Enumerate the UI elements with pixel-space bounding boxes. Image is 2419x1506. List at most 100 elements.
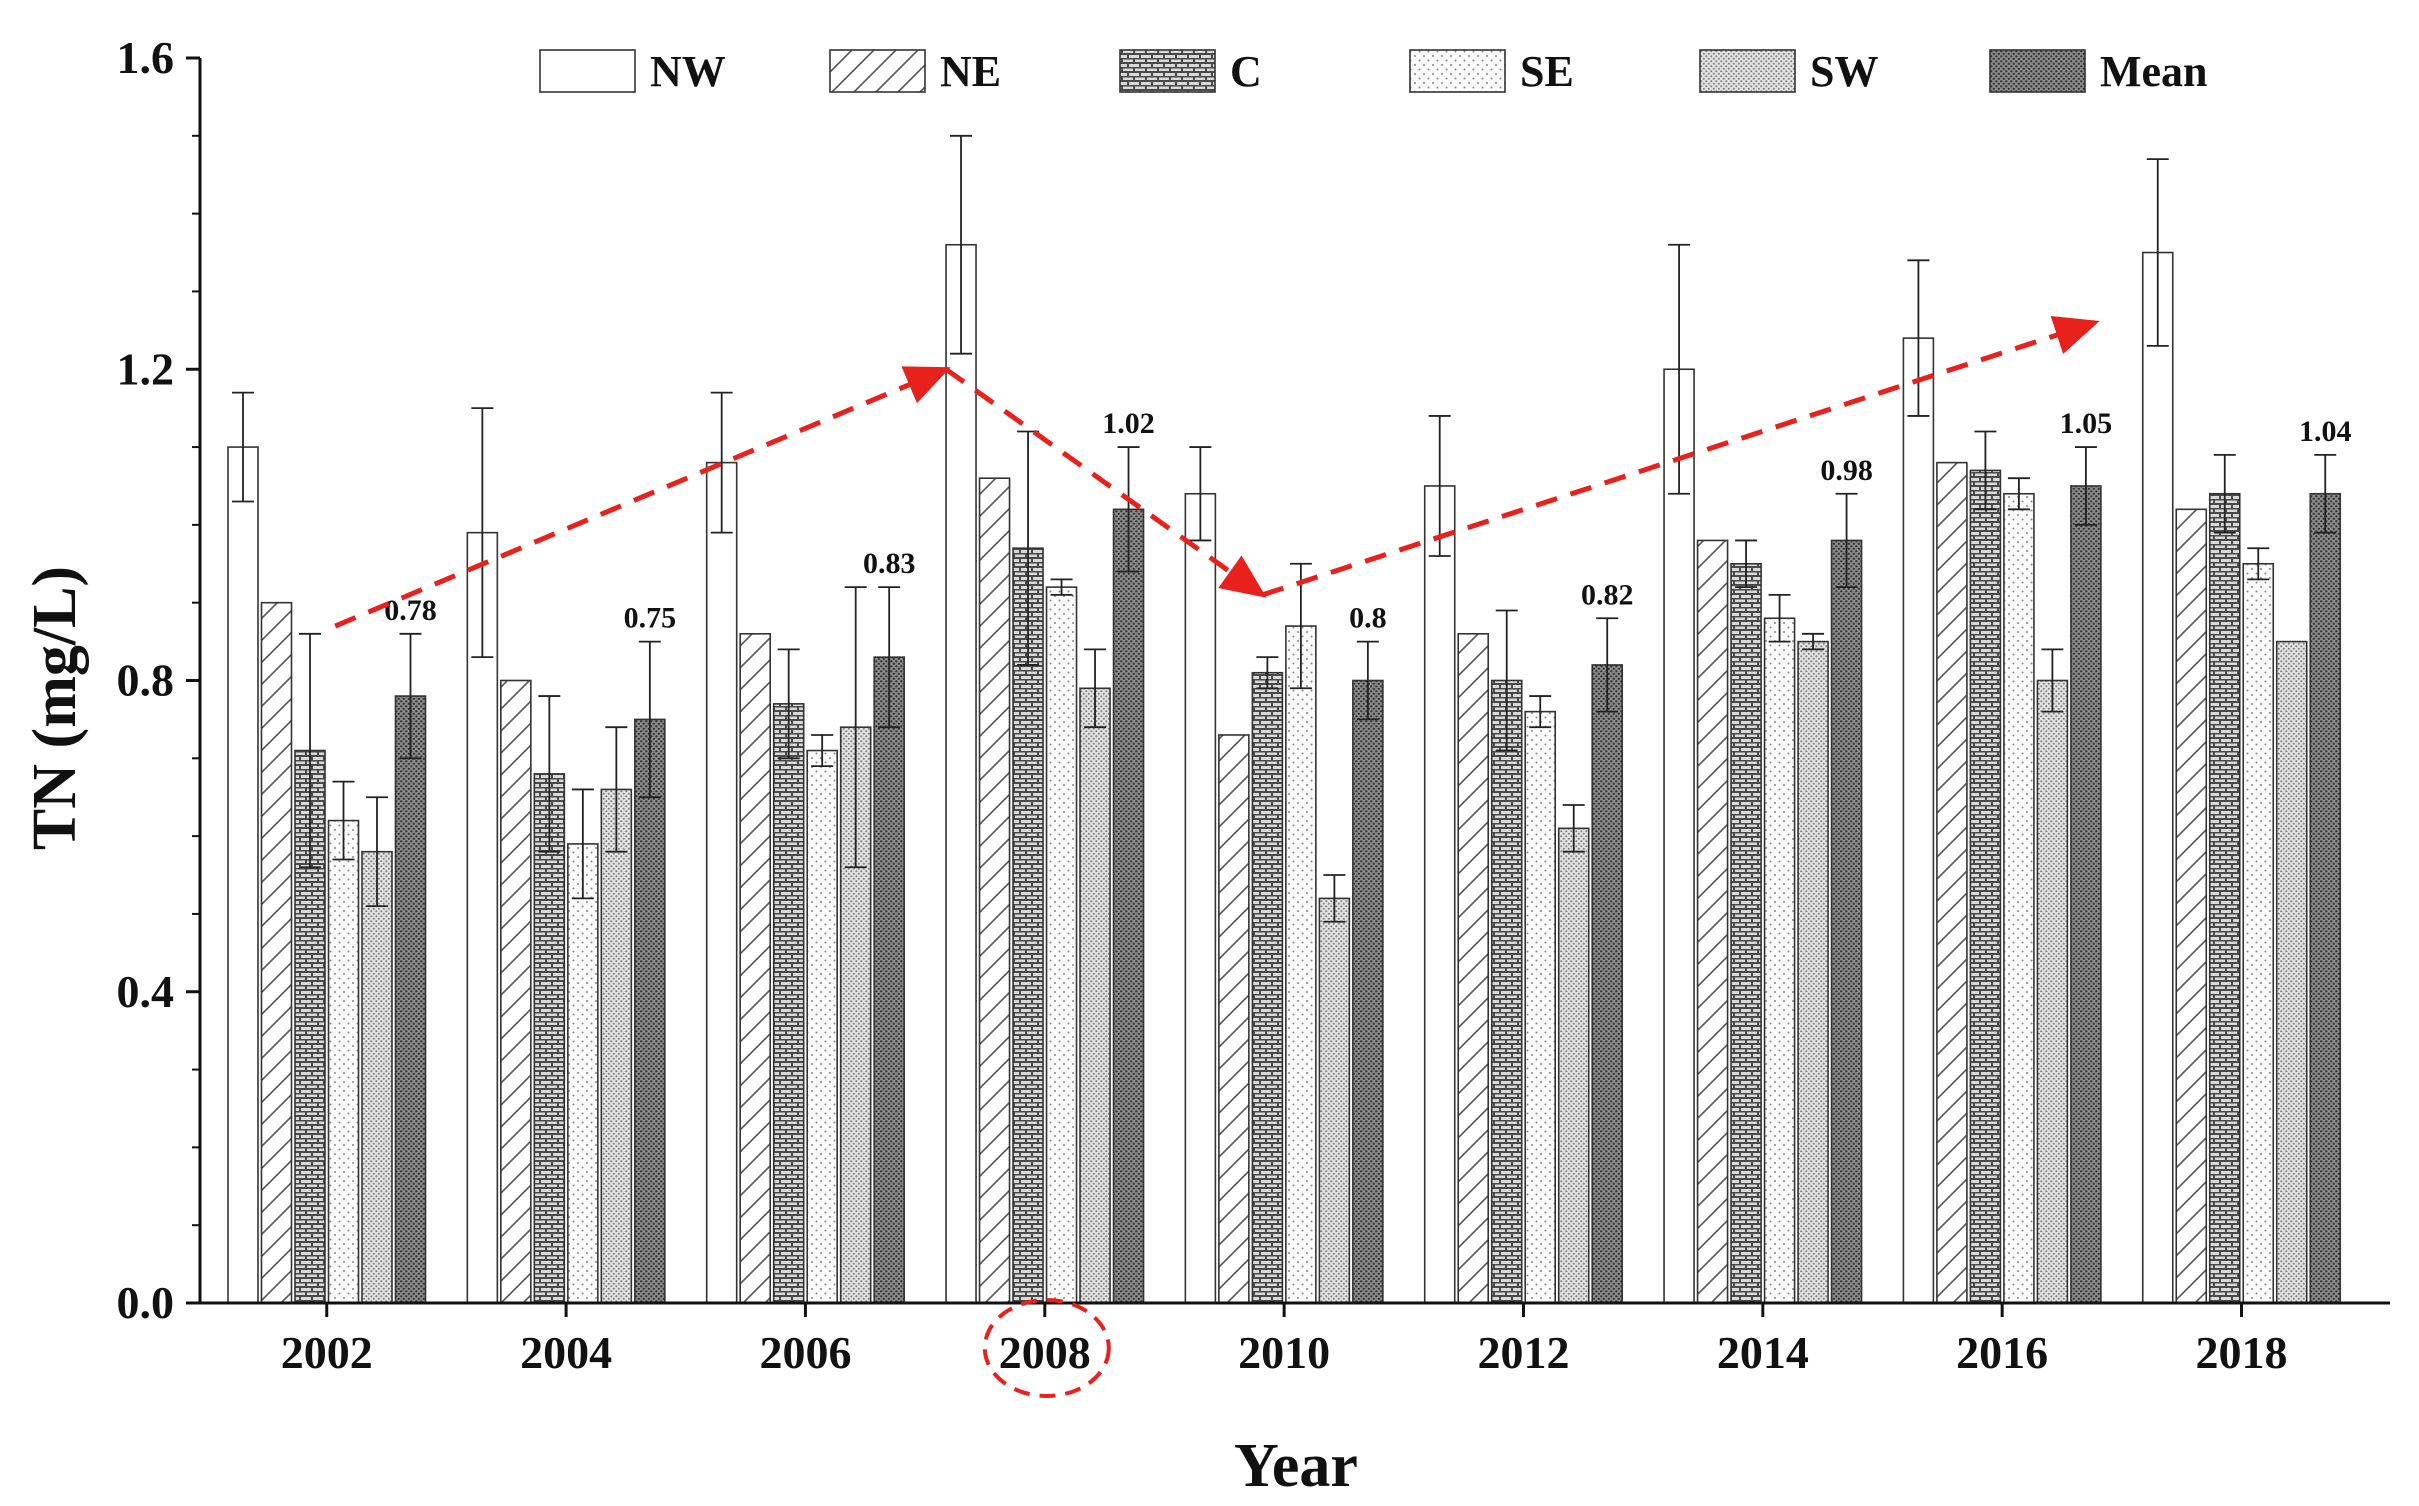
error-bar-c-2010 <box>1256 656 1279 690</box>
error-bar-sw-2006 <box>844 586 867 869</box>
bar-ne-2010 <box>1218 734 1250 1304</box>
data-label-mean-2004: 0.75 <box>624 602 677 635</box>
bar-sw-2016 <box>2036 679 2069 1304</box>
bar-c-2006 <box>772 703 805 1304</box>
bar-ne-2008 <box>978 477 1011 1304</box>
error-bar-mean-2008 <box>1117 446 1140 573</box>
error-bar-c-2002 <box>299 632 321 869</box>
y-tick-label: 1.2 <box>117 343 175 394</box>
bar-nw-2016 <box>1902 337 1935 1304</box>
error-bar-nw-2018 <box>2146 158 2169 347</box>
annotation-layer <box>334 315 2100 1398</box>
bar-se-2004 <box>567 843 599 1304</box>
bar-nw-2006 <box>705 461 738 1304</box>
bar-c-2012 <box>1490 679 1523 1304</box>
error-bar-mean-2010 <box>1356 640 1379 721</box>
bar-se-2016 <box>2003 492 2035 1304</box>
error-bar-mean-2002 <box>399 632 422 760</box>
bar-sw-2004 <box>600 788 633 1304</box>
bar-sw-2006 <box>839 726 872 1304</box>
bar-se-2002 <box>327 819 360 1304</box>
bar-sw-2008 <box>1079 687 1111 1304</box>
bar-c-2004 <box>533 773 566 1304</box>
error-bar-c-2018 <box>2213 453 2236 534</box>
error-bar-se-2006 <box>811 734 834 767</box>
bar-sw-2002 <box>361 850 393 1304</box>
x-tick-label-2004: 2004 <box>520 1327 612 1378</box>
bar-c-2014 <box>1730 562 1762 1304</box>
legend-swatch-ne <box>829 49 926 93</box>
trend-arrow-3 <box>1261 315 2100 598</box>
legend-label-c: C <box>1230 47 1262 96</box>
error-bar-sw-2004 <box>605 726 628 853</box>
error-bar-se-2014 <box>1768 594 1791 643</box>
y-tick-label: 0.4 <box>117 966 175 1017</box>
bar-se-2008 <box>1045 586 1078 1304</box>
error-bar-nw-2008 <box>950 134 973 355</box>
error-bar-se-2004 <box>571 788 594 900</box>
error-bar-mean-2016 <box>2074 446 2097 526</box>
bar-sw-2018 <box>2275 640 2308 1304</box>
x-tick-label-2012: 2012 <box>1477 1327 1569 1378</box>
data-label-mean-2010: 0.8 <box>1349 602 1387 635</box>
bar-mean-2012 <box>1591 664 1624 1304</box>
bar-se-2006 <box>806 749 838 1304</box>
bar-ne-2014 <box>1696 539 1729 1304</box>
legend-swatch-c <box>1119 49 1216 93</box>
y-tick-label: 0.0 <box>117 1277 175 1328</box>
data-label-mean-2014: 0.98 <box>1820 454 1873 487</box>
error-bar-sw-2008 <box>1084 648 1107 729</box>
x-tick-label-2018: 2018 <box>2196 1327 2288 1378</box>
error-bar-nw-2010 <box>1189 446 1212 542</box>
bar-c-2016 <box>1969 469 2002 1304</box>
bar-nw-2002 <box>227 446 259 1304</box>
error-bar-nw-2012 <box>1428 415 1451 557</box>
legend-label-ne: NE <box>940 47 1001 96</box>
bar-mean-2006 <box>873 656 905 1304</box>
trend-arrow-1 <box>334 366 951 629</box>
error-bar-sw-2010 <box>1323 874 1346 923</box>
data-label-mean-2012: 0.82 <box>1581 578 1634 611</box>
bar-ne-2004 <box>500 679 532 1304</box>
bars-layer <box>227 243 2342 1304</box>
bar-nw-2012 <box>1423 485 1456 1304</box>
x-tick-label-2002: 2002 <box>281 1327 373 1378</box>
bar-mean-2010 <box>1352 679 1384 1304</box>
trend-arrow-2 <box>944 367 1267 598</box>
data-label-mean-2008: 1.02 <box>1102 407 1155 440</box>
error-bar-nw-2014 <box>1668 243 1691 495</box>
error-bar-c-2014 <box>1735 539 1758 589</box>
y-axis-title: TN (mg/L) <box>21 566 89 850</box>
error-bar-c-2006 <box>777 648 800 760</box>
bar-nw-2010 <box>1184 492 1217 1304</box>
error-bar-se-2016 <box>2007 477 2030 511</box>
bar-sw-2010 <box>1318 897 1351 1304</box>
legend: NW NE C SE SW Mean <box>539 47 2208 96</box>
error-bar-nw-2004 <box>471 407 494 659</box>
bar-c-2010 <box>1251 671 1284 1304</box>
legend-swatch-nw <box>539 49 636 93</box>
legend-swatch-sw <box>1699 49 1796 93</box>
y-tick-label: 0.8 <box>117 655 175 706</box>
bar-nw-2018 <box>2141 251 2174 1304</box>
data-label-mean-2016: 1.05 <box>2060 407 2113 440</box>
error-bar-sw-2002 <box>366 796 388 908</box>
bar-mean-2008 <box>1112 508 1145 1304</box>
error-bar-sw-2012 <box>1562 804 1585 853</box>
error-bar-nw-2016 <box>1907 259 1930 417</box>
x-tick-label-2010: 2010 <box>1238 1327 1330 1378</box>
axes-layer: 0.0 0.4 0.8 1.2 1.6 2002 2004 2006 2008 2010 2012 2… <box>117 32 2390 1378</box>
bar-sw-2014 <box>1797 640 1829 1304</box>
bar-nw-2008 <box>945 243 977 1304</box>
bar-mean-2004 <box>634 718 666 1304</box>
legend-label-mean: Mean <box>2100 47 2208 96</box>
legend-swatch-se <box>1409 49 1506 93</box>
legend-swatch-mean <box>1989 49 2086 93</box>
error-bar-nw-2006 <box>710 391 733 534</box>
bar-se-2010 <box>1285 625 1317 1304</box>
error-bar-mean-2012 <box>1596 617 1619 713</box>
bar-ne-2012 <box>1457 633 1490 1304</box>
bar-ne-2018 <box>2175 508 2208 1304</box>
error-bar-c-2016 <box>1974 430 1997 511</box>
